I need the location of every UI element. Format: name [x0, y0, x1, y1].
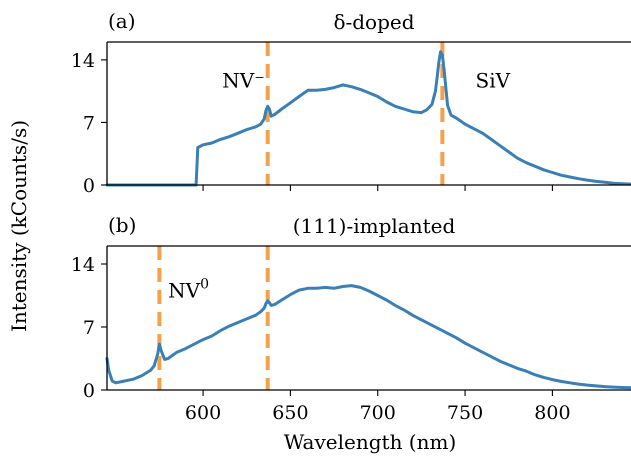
y-axis-label: Intensity (kCounts/s)	[7, 120, 31, 332]
annotation-0: NV0	[168, 276, 209, 302]
y-tick-label-0: 0	[83, 175, 95, 197]
x-tick-label-800: 800	[534, 402, 570, 424]
panel-title: δ-doped	[333, 10, 414, 34]
y-tick-label-14: 14	[71, 50, 95, 72]
y-tick-label-7: 7	[83, 317, 95, 339]
x-tick-label-650: 650	[272, 402, 308, 424]
annotation-1: SiV	[476, 69, 511, 93]
x-tick-label-750: 750	[447, 402, 483, 424]
spectrum-line	[105, 284, 631, 390]
x-tick-label-700: 700	[360, 402, 396, 424]
x-tick-label-600: 600	[185, 402, 221, 424]
annotation-0: NV⁻	[222, 69, 265, 93]
panel-label: (b)	[108, 213, 136, 237]
x-axis-label: Wavelength (nm)	[284, 430, 457, 454]
y-tick-label-0: 0	[83, 380, 95, 402]
panel-title: (111)-implanted	[293, 214, 456, 238]
panel-a: 0 7 14 (a) δ-doped NV⁻ SiV	[71, 9, 631, 197]
panel-b: 0 7 14 600 650 700 750 800 (b) (111)-implanted NV0	[71, 213, 631, 424]
y-tick-label-14: 14	[71, 254, 95, 276]
panel-label: (a)	[108, 9, 136, 33]
y-tick-label-7: 7	[83, 112, 95, 134]
spectrum-line	[105, 50, 631, 187]
